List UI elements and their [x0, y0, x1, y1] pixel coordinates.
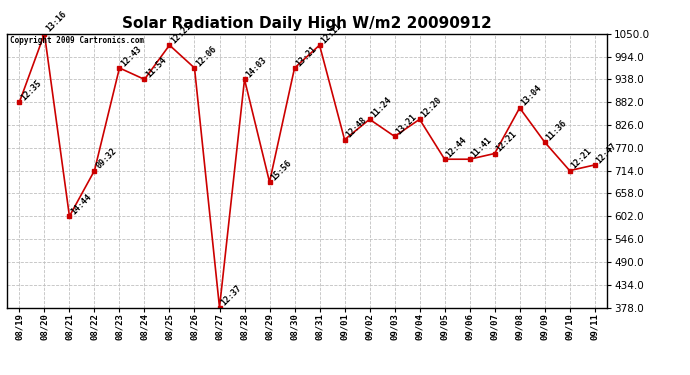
Text: Copyright 2009 Cartronics.com: Copyright 2009 Cartronics.com	[10, 36, 144, 45]
Title: Solar Radiation Daily High W/m2 20090912: Solar Radiation Daily High W/m2 20090912	[122, 16, 492, 31]
Text: 12:11: 12:11	[319, 21, 344, 45]
Text: 13:16: 13:16	[44, 10, 68, 34]
Text: 12:21: 12:21	[495, 129, 519, 153]
Text: 13:21: 13:21	[295, 44, 319, 68]
Text: 12:37: 12:37	[219, 284, 244, 308]
Text: 14:44: 14:44	[70, 192, 93, 216]
Text: 13:04: 13:04	[520, 84, 544, 108]
Text: 12:48: 12:48	[344, 116, 368, 140]
Text: 12:06: 12:06	[195, 44, 219, 68]
Text: 12:21: 12:21	[570, 147, 593, 171]
Text: 11:41: 11:41	[470, 135, 493, 159]
Text: 11:54: 11:54	[144, 56, 168, 80]
Text: 12:47: 12:47	[595, 141, 619, 165]
Text: 11:24: 11:24	[370, 95, 393, 119]
Text: 14:03: 14:03	[244, 56, 268, 80]
Text: 15:56: 15:56	[270, 158, 293, 182]
Text: 12:43: 12:43	[119, 44, 144, 68]
Text: 13:21: 13:21	[395, 112, 419, 136]
Text: 12:20: 12:20	[420, 95, 444, 119]
Text: 12:35: 12:35	[19, 78, 43, 102]
Text: 12:44: 12:44	[444, 135, 469, 159]
Text: 09:32: 09:32	[95, 147, 119, 171]
Text: 11:36: 11:36	[544, 118, 569, 142]
Text: 12:21: 12:21	[170, 21, 193, 45]
